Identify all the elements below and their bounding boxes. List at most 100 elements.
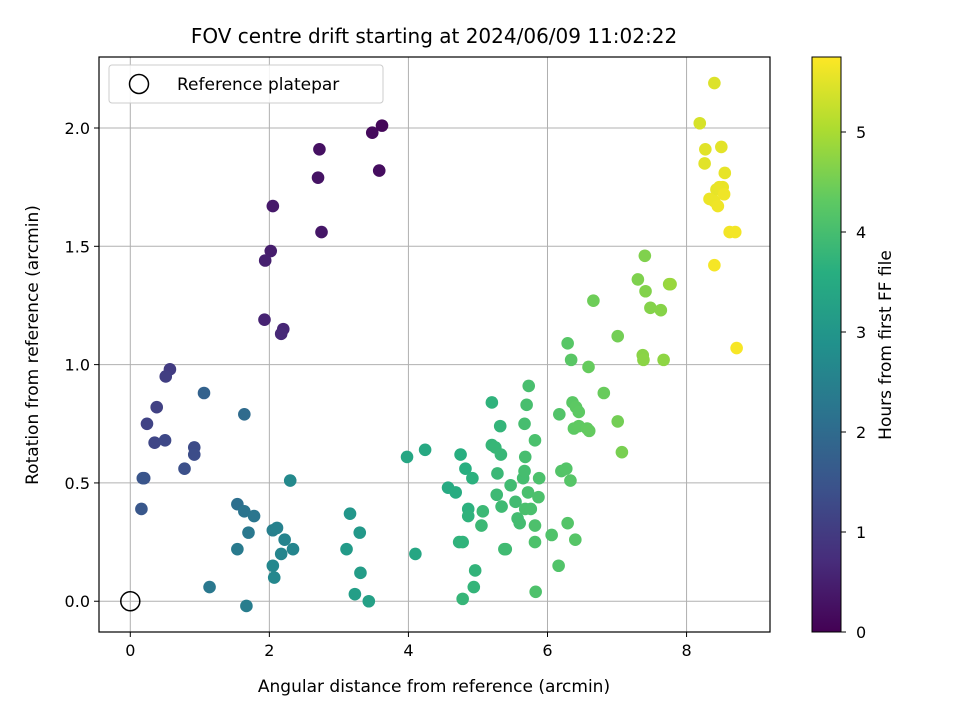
scatter-point bbox=[644, 301, 657, 315]
scatter-point bbox=[203, 580, 216, 594]
scatter-point bbox=[266, 559, 280, 573]
scatter-point bbox=[582, 360, 595, 374]
scatter-point bbox=[340, 542, 353, 556]
plot-frame bbox=[98, 56, 771, 633]
scatter-point bbox=[353, 526, 367, 539]
scatter-point bbox=[267, 571, 281, 584]
y-tick-label: 1.5 bbox=[65, 237, 90, 256]
scatter-point bbox=[238, 408, 251, 421]
scatter-point bbox=[524, 502, 538, 516]
scatter-point bbox=[564, 474, 577, 487]
scatter-point bbox=[247, 509, 261, 523]
scatter-point bbox=[654, 303, 668, 317]
scatter-point bbox=[459, 462, 472, 476]
scatter-point bbox=[518, 417, 531, 431]
colorbar-tick-label: 1 bbox=[856, 523, 866, 542]
scatter-point bbox=[597, 386, 611, 400]
scatter-point bbox=[561, 337, 574, 350]
scatter-point bbox=[728, 225, 742, 239]
scatter-point bbox=[409, 547, 422, 561]
scatter-point bbox=[362, 594, 376, 608]
scatter-point bbox=[283, 474, 297, 487]
scatter-point bbox=[354, 566, 367, 580]
scatter-point bbox=[572, 405, 586, 419]
scatter-point bbox=[532, 490, 545, 504]
scatter-point bbox=[456, 592, 469, 606]
scatter-point bbox=[693, 116, 707, 130]
scatter-point bbox=[509, 495, 522, 509]
scatter-points bbox=[135, 76, 743, 613]
scatter-point bbox=[467, 580, 481, 594]
colorbar-tick-label: 0 bbox=[856, 623, 866, 642]
scatter-point bbox=[491, 467, 504, 480]
scatter-point bbox=[717, 187, 731, 201]
scatter-point bbox=[490, 488, 504, 502]
scatter-point bbox=[372, 164, 386, 177]
scatter-point bbox=[708, 258, 721, 272]
reference-platepar-marker bbox=[120, 590, 141, 612]
scatter-point bbox=[561, 516, 574, 530]
scatter-point bbox=[148, 436, 161, 449]
scatter-point bbox=[730, 341, 743, 355]
scatter-point bbox=[499, 542, 513, 556]
colorbar-tick-label: 2 bbox=[856, 423, 866, 442]
legend: Reference platepar bbox=[108, 64, 384, 104]
scatter-point bbox=[564, 353, 578, 367]
scatter-point bbox=[708, 76, 721, 90]
scatter-point bbox=[274, 327, 288, 341]
scatter-point bbox=[528, 535, 542, 549]
scatter-point bbox=[348, 587, 362, 601]
scatter-point bbox=[266, 199, 280, 213]
scatter-point bbox=[698, 157, 711, 170]
scatter-point bbox=[545, 528, 558, 542]
x-axis-label: Angular distance from reference (arcmin) bbox=[258, 677, 610, 697]
y-tick-label: 2.0 bbox=[65, 119, 90, 138]
colorbar-tick-label: 3 bbox=[856, 323, 866, 342]
scatter-point bbox=[552, 559, 565, 573]
colorbar: 0 1 2 3 4 5 Hours from first FF file bbox=[811, 56, 896, 642]
y-tick-label: 0.0 bbox=[65, 592, 90, 611]
scatter-point bbox=[140, 417, 154, 431]
scatter-point bbox=[365, 126, 379, 140]
y-tick-label: 0.5 bbox=[65, 474, 90, 493]
scatter-point bbox=[569, 533, 582, 547]
scatter-point bbox=[504, 478, 517, 492]
scatter-point bbox=[611, 415, 625, 428]
scatter-point bbox=[418, 443, 432, 457]
colorbar-tick-label: 4 bbox=[856, 223, 866, 242]
scatter-point bbox=[315, 225, 328, 239]
scatter-point bbox=[718, 166, 732, 180]
scatter-point bbox=[520, 398, 533, 412]
colorbar-label: Hours from first FF file bbox=[876, 250, 896, 440]
scatter-point bbox=[456, 535, 469, 549]
scatter-point bbox=[343, 507, 357, 520]
scatter-point bbox=[637, 353, 650, 367]
scatter-point bbox=[311, 171, 325, 184]
reference-marker-layer bbox=[120, 590, 141, 612]
scatter-point bbox=[631, 273, 645, 286]
scatter-point bbox=[518, 450, 532, 464]
colorbar-gradient bbox=[811, 56, 842, 633]
scatter-point bbox=[664, 277, 677, 291]
x-tick-label: 8 bbox=[681, 641, 691, 660]
scatter-point bbox=[559, 462, 573, 476]
scatter-point bbox=[240, 599, 253, 613]
scatter-point bbox=[187, 448, 201, 461]
scatter-point bbox=[582, 424, 596, 438]
legend-marker bbox=[128, 73, 150, 95]
scatter-point bbox=[286, 542, 300, 556]
scatter-point bbox=[639, 284, 652, 298]
scatter-point bbox=[136, 471, 150, 485]
scatter-point bbox=[238, 505, 251, 518]
colorbar-tick-label: 5 bbox=[856, 123, 866, 142]
scatter-point bbox=[466, 471, 479, 485]
y-axis-label: Rotation from reference (arcmin) bbox=[23, 205, 43, 485]
scatter-point bbox=[158, 434, 172, 447]
scatter-point bbox=[615, 445, 629, 459]
scatter-point bbox=[159, 370, 173, 383]
scatter-point bbox=[587, 294, 600, 308]
scatter-point bbox=[258, 313, 271, 326]
colorbar-ticks: 0 1 2 3 4 5 bbox=[841, 123, 866, 642]
scatter-point bbox=[711, 199, 725, 213]
scatter-point bbox=[454, 448, 467, 461]
